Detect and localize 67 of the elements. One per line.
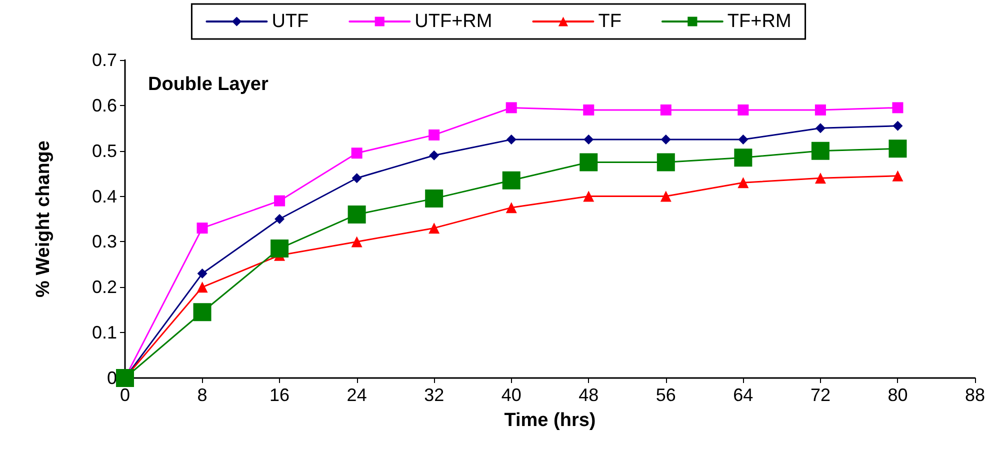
legend-label: TF <box>598 11 622 32</box>
point <box>656 153 675 172</box>
point <box>425 190 444 208</box>
point <box>660 104 672 116</box>
point <box>196 222 208 234</box>
point <box>193 303 212 322</box>
point <box>814 104 826 116</box>
point <box>274 214 285 224</box>
point <box>892 120 903 131</box>
x-tick-label: 48 <box>578 385 599 405</box>
point <box>738 104 749 116</box>
point <box>196 282 208 293</box>
x-tick-label: 32 <box>424 385 444 405</box>
y-tick-label: 0.1 <box>92 322 117 343</box>
point <box>583 104 594 116</box>
y-tick-label: 0.7 <box>92 50 117 70</box>
legend-label: UTF+RM <box>414 11 492 32</box>
point <box>351 236 362 248</box>
x-tick-label: 88 <box>964 385 986 405</box>
y-tick-label: 0.2 <box>92 277 117 298</box>
point <box>116 369 134 387</box>
point <box>888 140 907 158</box>
point <box>660 190 672 202</box>
point <box>506 202 517 214</box>
point <box>270 240 289 258</box>
point <box>580 153 598 172</box>
point <box>738 134 748 144</box>
point <box>892 102 904 114</box>
x-tick-label: 56 <box>656 385 676 405</box>
y-tick-label: 0 <box>106 368 117 388</box>
point <box>660 134 671 144</box>
point <box>892 170 904 182</box>
x-tick-label: 16 <box>270 385 290 405</box>
y-tick-label: 0.3 <box>92 232 117 252</box>
point <box>502 171 520 190</box>
legend-label: UTF <box>272 11 309 32</box>
point <box>584 134 594 144</box>
point <box>738 177 749 188</box>
point <box>734 148 752 167</box>
y-tick-label: 0.4 <box>92 186 117 206</box>
annotation: Double Layer <box>148 74 269 95</box>
legend-label: TF+RM <box>727 11 792 32</box>
x-tick-label: 8 <box>197 385 208 405</box>
point <box>583 190 594 202</box>
point <box>506 134 516 144</box>
point <box>351 148 362 159</box>
x-tick-label: 64 <box>733 385 754 405</box>
x-tick-label: 24 <box>346 385 367 405</box>
x-tick-label: 0 <box>120 385 130 405</box>
x-tick-label: 40 <box>501 385 522 405</box>
point <box>428 222 440 234</box>
x-tick-label: 80 <box>888 385 908 405</box>
point <box>506 102 517 114</box>
x-axis-title: Time (hrs) <box>504 410 596 431</box>
point <box>815 123 826 134</box>
point <box>814 172 826 184</box>
point <box>352 173 362 184</box>
point <box>197 268 208 279</box>
point <box>811 142 830 160</box>
y-tick-label: 0.5 <box>92 140 117 161</box>
y-tick-label: 0.6 <box>92 95 117 116</box>
point <box>348 205 366 224</box>
point <box>274 195 286 206</box>
x-tick-label: 72 <box>810 385 830 405</box>
y-axis-title: % Weight change <box>33 140 54 298</box>
point <box>429 150 440 160</box>
point <box>428 129 440 140</box>
